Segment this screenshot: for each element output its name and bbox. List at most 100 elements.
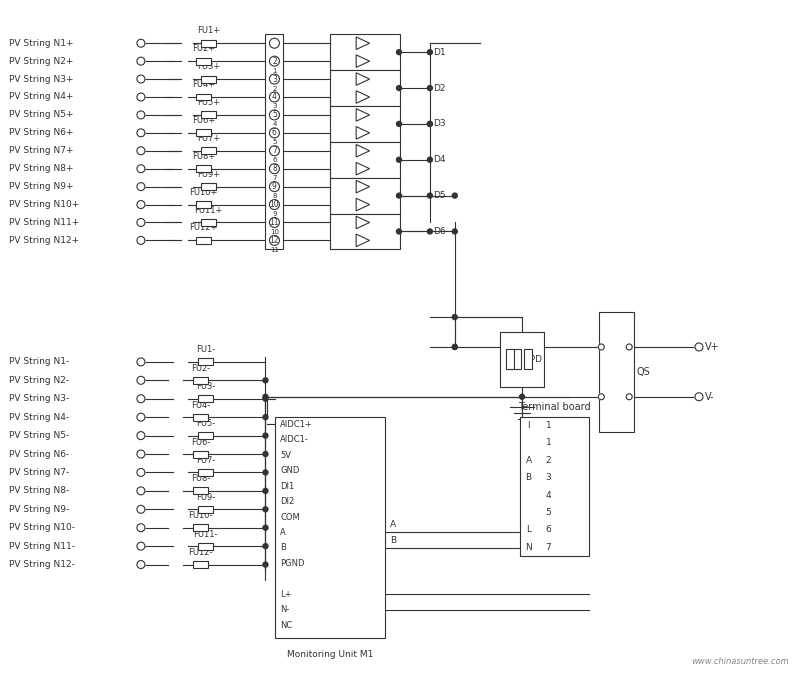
FancyBboxPatch shape: [275, 416, 385, 638]
Circle shape: [263, 488, 268, 494]
Text: 4: 4: [272, 93, 277, 102]
Circle shape: [263, 544, 268, 548]
Text: 6: 6: [272, 129, 277, 137]
Text: PV String N3+: PV String N3+: [10, 74, 74, 83]
Text: SPD: SPD: [524, 355, 542, 364]
FancyBboxPatch shape: [194, 414, 208, 420]
Circle shape: [452, 345, 458, 349]
Polygon shape: [356, 162, 370, 175]
Circle shape: [137, 468, 145, 477]
Circle shape: [137, 39, 145, 47]
FancyBboxPatch shape: [198, 469, 213, 476]
FancyBboxPatch shape: [198, 358, 213, 366]
Text: DI1: DI1: [281, 481, 294, 491]
FancyBboxPatch shape: [194, 450, 208, 458]
FancyBboxPatch shape: [201, 112, 216, 118]
Circle shape: [270, 74, 279, 84]
Text: D5: D5: [433, 191, 446, 200]
Circle shape: [695, 343, 703, 351]
Text: FU9-: FU9-: [196, 493, 215, 502]
Text: V-: V-: [705, 392, 714, 401]
Text: FU4+: FU4+: [192, 80, 215, 89]
Circle shape: [137, 165, 145, 173]
Text: 3: 3: [272, 104, 277, 110]
Polygon shape: [356, 216, 370, 229]
Circle shape: [626, 344, 632, 350]
FancyBboxPatch shape: [196, 93, 211, 100]
Text: 6: 6: [272, 157, 277, 163]
Polygon shape: [356, 234, 370, 246]
Text: 5: 5: [546, 508, 551, 517]
Text: PV String N10-: PV String N10-: [10, 523, 75, 532]
Text: N-: N-: [281, 605, 290, 614]
Text: 7: 7: [272, 146, 277, 155]
FancyBboxPatch shape: [201, 40, 216, 47]
Circle shape: [137, 487, 145, 495]
Circle shape: [397, 193, 402, 198]
Circle shape: [270, 146, 279, 156]
Circle shape: [137, 57, 145, 65]
Text: AIDC1-: AIDC1-: [281, 435, 310, 444]
Circle shape: [263, 562, 268, 567]
Circle shape: [137, 236, 145, 244]
Text: COM: COM: [281, 512, 300, 521]
Text: FU11+: FU11+: [194, 206, 223, 215]
Text: FU1+: FU1+: [197, 26, 220, 35]
Circle shape: [427, 121, 432, 127]
Text: PV String N4-: PV String N4-: [10, 413, 70, 422]
Text: D6: D6: [433, 227, 446, 236]
Text: GND: GND: [281, 466, 300, 475]
Circle shape: [137, 129, 145, 137]
Circle shape: [397, 121, 402, 127]
Polygon shape: [356, 180, 370, 193]
Circle shape: [598, 344, 604, 350]
Circle shape: [270, 181, 279, 192]
FancyBboxPatch shape: [194, 377, 208, 384]
Text: Terminal board: Terminal board: [518, 401, 590, 412]
Circle shape: [137, 183, 145, 191]
FancyBboxPatch shape: [196, 58, 211, 64]
Text: PV String N10+: PV String N10+: [10, 200, 80, 209]
Polygon shape: [356, 127, 370, 139]
Text: FU10-: FU10-: [189, 511, 213, 520]
Circle shape: [626, 394, 632, 399]
Text: FU12+: FU12+: [190, 223, 218, 232]
Text: FU6+: FU6+: [192, 116, 215, 125]
Text: PV String N11-: PV String N11-: [10, 542, 75, 550]
Circle shape: [137, 505, 145, 513]
Text: FU3+: FU3+: [197, 62, 220, 71]
FancyBboxPatch shape: [506, 349, 514, 370]
Circle shape: [427, 157, 432, 162]
Circle shape: [270, 38, 279, 48]
Polygon shape: [356, 73, 370, 85]
FancyBboxPatch shape: [201, 148, 216, 154]
Text: FU2+: FU2+: [192, 44, 215, 53]
Text: 6: 6: [546, 525, 551, 534]
FancyBboxPatch shape: [196, 237, 211, 244]
Text: 9: 9: [272, 182, 277, 191]
Circle shape: [452, 193, 458, 198]
Text: FU7+: FU7+: [197, 134, 220, 143]
Polygon shape: [356, 198, 370, 211]
FancyBboxPatch shape: [330, 70, 400, 106]
Circle shape: [397, 49, 402, 55]
Text: 8: 8: [272, 193, 277, 199]
Circle shape: [137, 561, 145, 569]
Polygon shape: [356, 108, 370, 121]
Text: PV String N2+: PV String N2+: [10, 57, 74, 66]
FancyBboxPatch shape: [510, 349, 522, 370]
Circle shape: [270, 217, 279, 227]
Circle shape: [270, 110, 279, 120]
Circle shape: [137, 376, 145, 385]
Text: FU2-: FU2-: [191, 364, 210, 373]
Text: L+: L+: [281, 590, 292, 598]
FancyBboxPatch shape: [330, 141, 400, 177]
Circle shape: [137, 432, 145, 439]
Text: PV String N5+: PV String N5+: [10, 110, 74, 119]
Text: 1: 1: [546, 421, 551, 430]
Circle shape: [427, 121, 432, 127]
Circle shape: [519, 394, 525, 399]
Text: FU10+: FU10+: [190, 188, 218, 196]
Text: 3: 3: [272, 74, 277, 83]
Circle shape: [263, 452, 268, 456]
